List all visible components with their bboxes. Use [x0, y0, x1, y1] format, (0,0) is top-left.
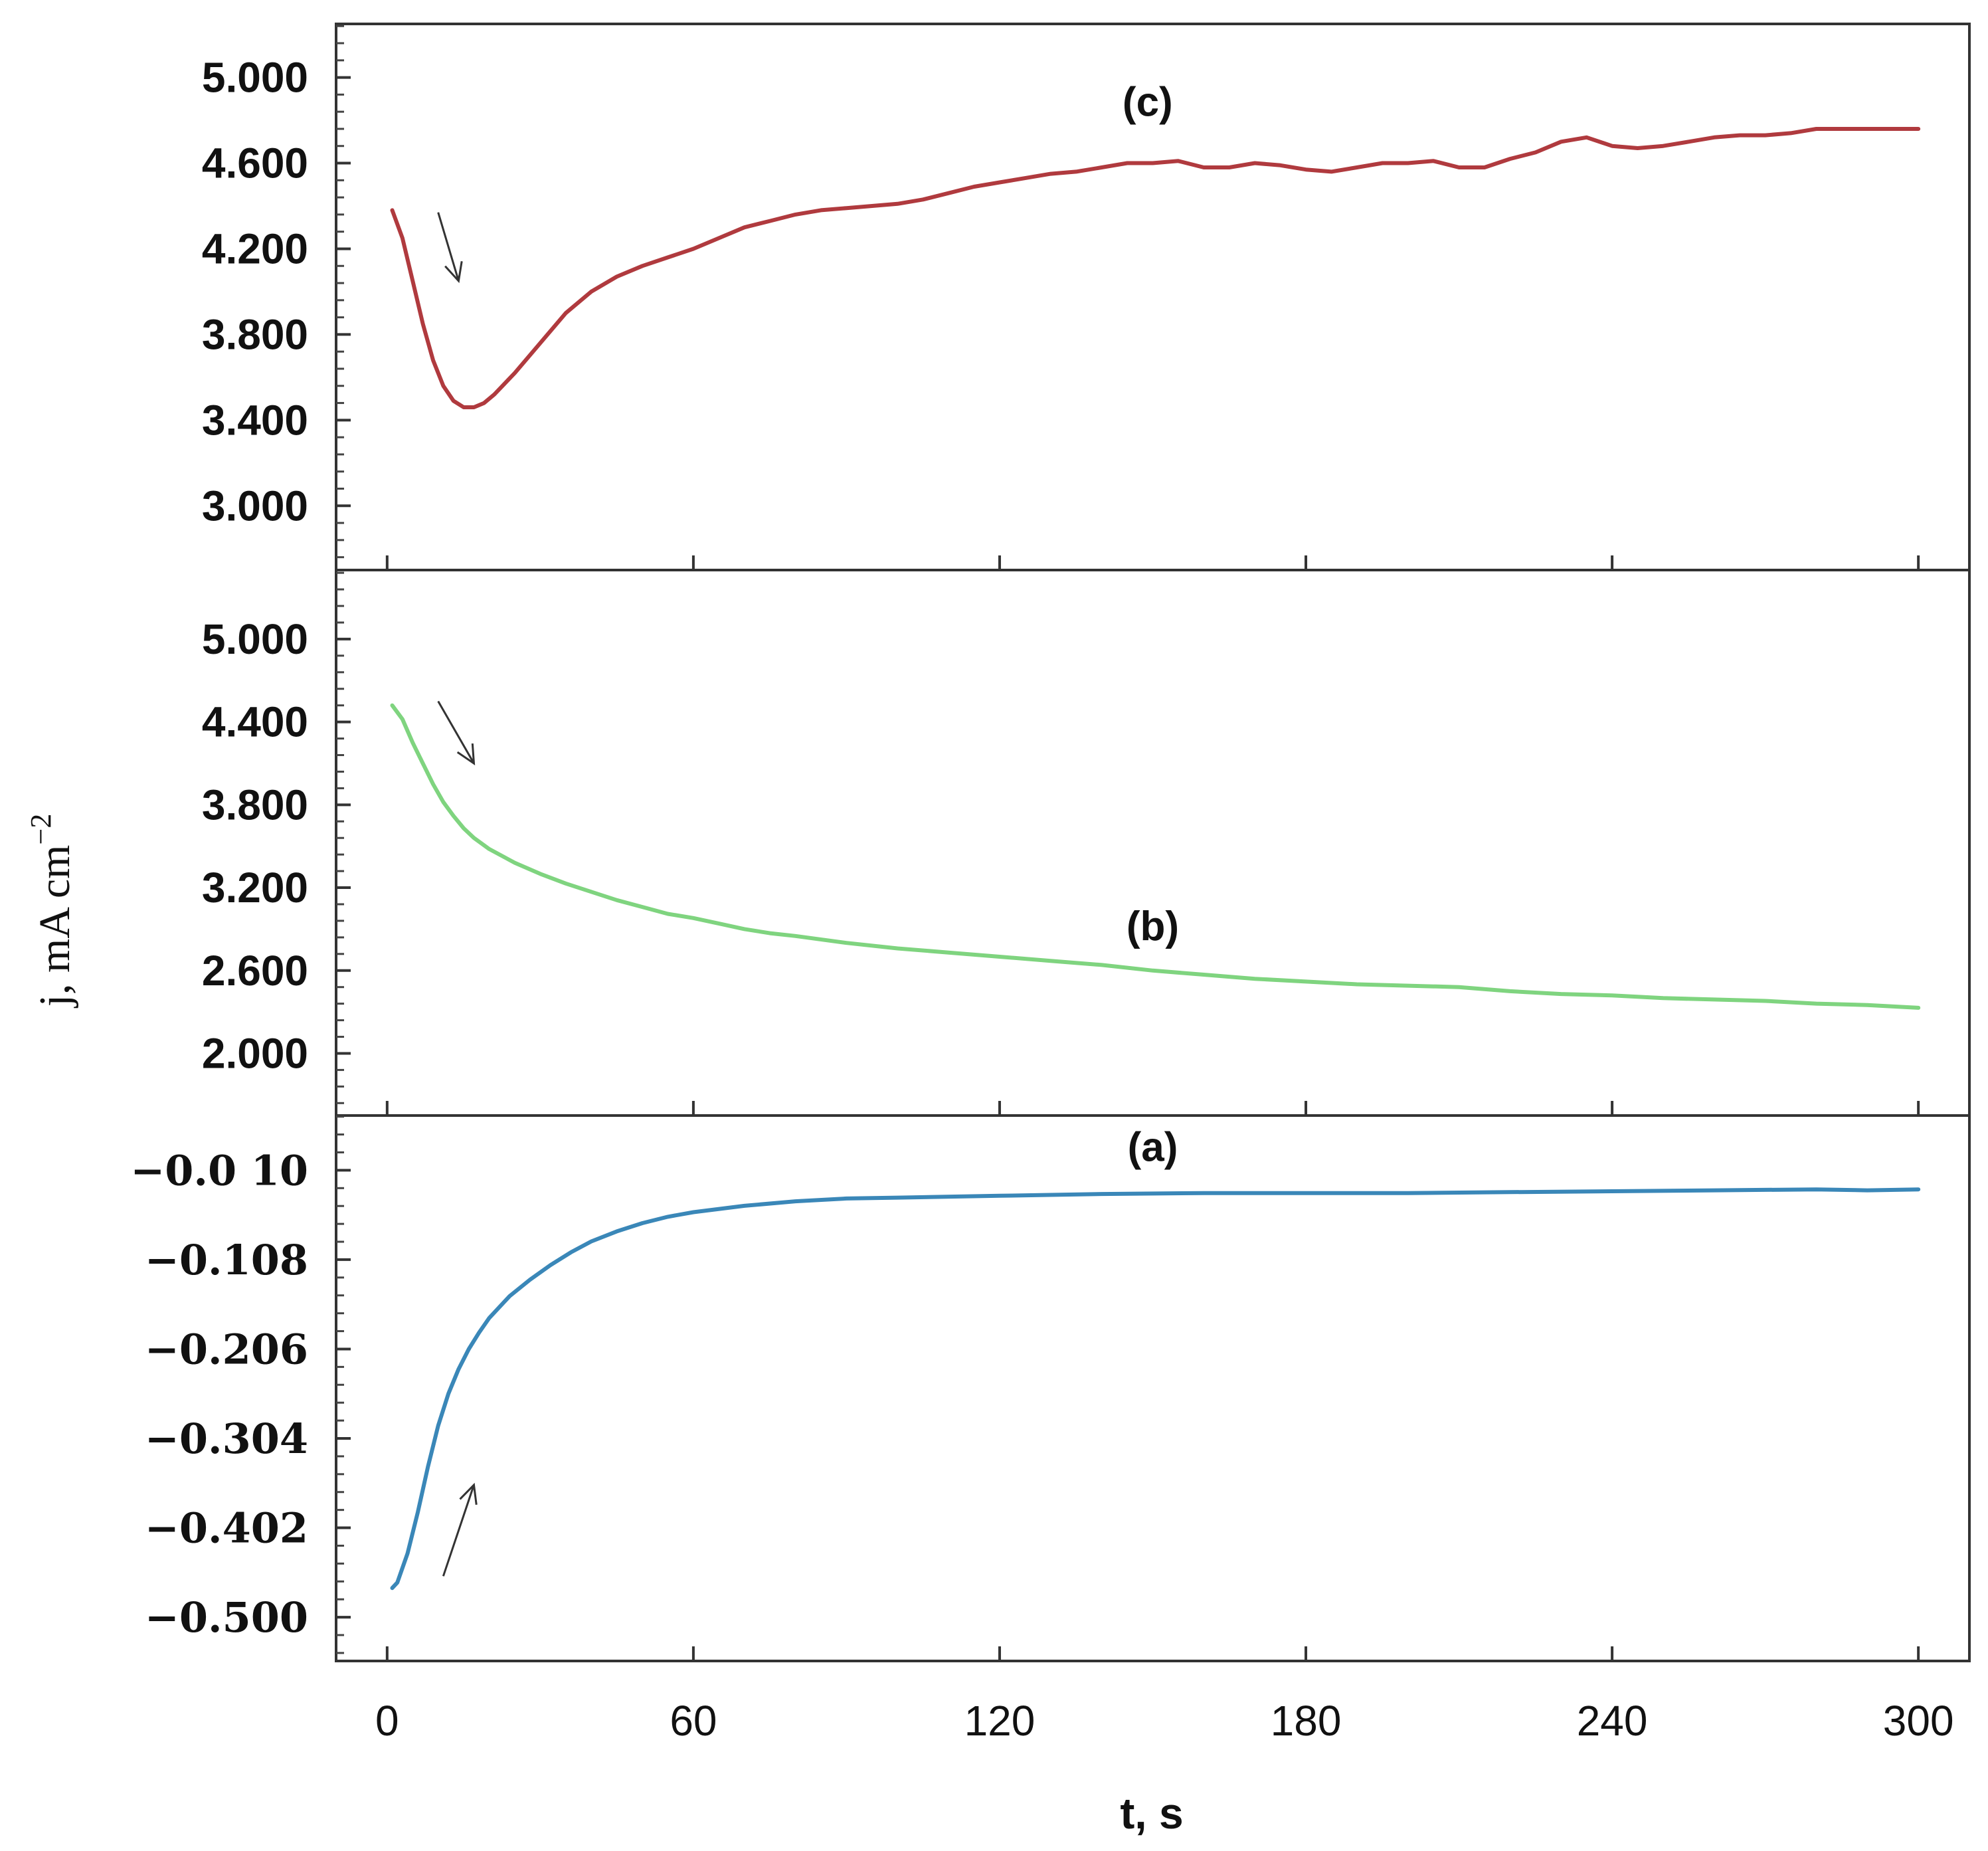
plot-area: 3.0003.4003.8004.2004.6005.000(c)2.0002.… [130, 23, 1971, 1745]
y-axis-title-group: j, mA cm−2 [25, 814, 79, 1009]
panel-2: 2.000 2.600 3.200 3.800 4.400 5.000 (b) [202, 569, 1971, 1117]
series-line-a [390, 1187, 1921, 1591]
arrow-shaft [437, 700, 475, 764]
arrow-shaft [437, 212, 460, 282]
y-tick-label: 3.400 [202, 396, 308, 444]
x-tick-label: 180 [1271, 1697, 1342, 1745]
arrow-head [444, 260, 463, 284]
panel-label: (c) [1123, 80, 1173, 126]
y-tick-label: 2.000 [202, 1029, 308, 1077]
y-tick-label: 3.000 [202, 482, 308, 530]
y-tick-label: 2.600 [202, 947, 308, 995]
arrow-shaft [442, 1484, 475, 1577]
y-tick-label: 3.800 [202, 310, 308, 358]
y-tick-label: −0.206 [145, 1325, 308, 1373]
series-line-c [390, 127, 1921, 409]
y-tick-label: 3.800 [202, 781, 308, 828]
panel-1: 3.000 3.400 3.800 4.200 4.600 5.000 (c) [202, 23, 1971, 571]
y-tick-label: 3.200 [202, 864, 308, 912]
y-tick-label: 5.000 [202, 615, 308, 663]
x-axis-title: t, s [1120, 1789, 1183, 1838]
y-tick-label: 4.400 [202, 698, 308, 746]
series-line-b [390, 703, 1921, 1010]
y-axis-title-exponent: −2 [25, 814, 57, 845]
x-tick-label: 0 [375, 1697, 399, 1745]
panel-label: (b) [1127, 904, 1179, 949]
y-tick-label: −0.304 [145, 1414, 308, 1463]
arrow-head [456, 743, 476, 765]
y-tick-label: 4.200 [202, 225, 308, 272]
y-tick-label: 5.000 [202, 54, 308, 102]
y-axis-title: j, mA cm−2 [25, 814, 79, 1009]
panel-3: −0.500 −0.402 −0.304 −0.206 −0.108 −0.0 10 (a) [130, 1114, 1971, 1662]
x-tick-label: 60 [670, 1697, 717, 1745]
panel-label: (a) [1128, 1125, 1178, 1171]
y-tick-label: −0.402 [145, 1504, 308, 1553]
y-tick-label: −0.0 10 [130, 1146, 308, 1195]
arrow-head [459, 1482, 478, 1505]
x-tick-label: 120 [964, 1697, 1036, 1745]
x-tick-label: 240 [1577, 1697, 1648, 1745]
panel-frame [335, 1114, 1971, 1662]
x-tick-label: 300 [1883, 1697, 1954, 1745]
y-axis-title-main: j, mA cm [31, 845, 79, 1009]
y-tick-label: −0.108 [145, 1236, 308, 1284]
y-tick-label: −0.500 [145, 1593, 308, 1642]
y-tick-label: 4.600 [202, 140, 308, 187]
